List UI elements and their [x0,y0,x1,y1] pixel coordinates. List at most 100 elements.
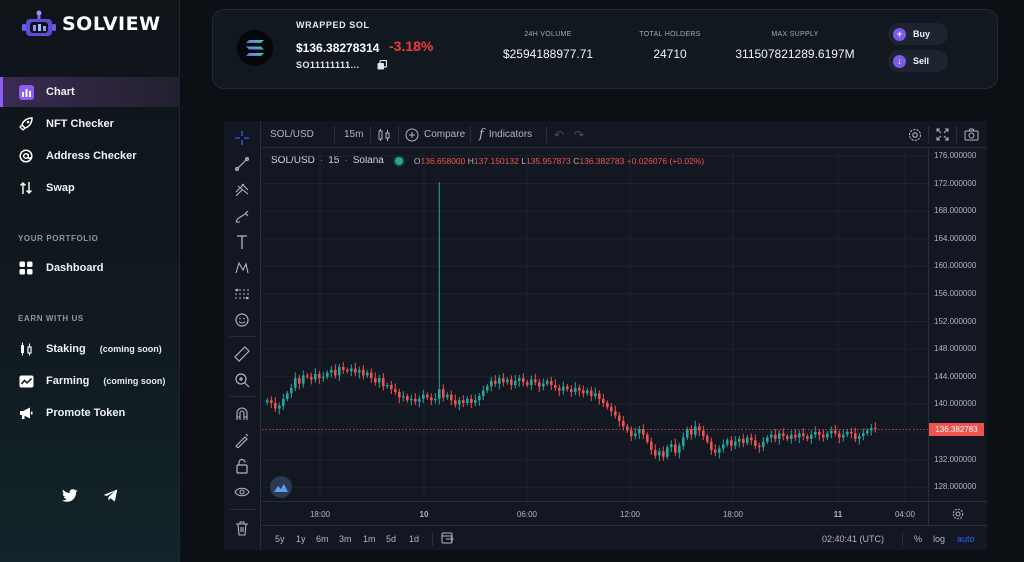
brush-icon[interactable] [233,207,251,225]
candle-body [766,437,769,442]
utc-clock[interactable]: 02:40:41 (UTC) [822,534,885,544]
token-change: -3.18% [389,38,434,54]
sidebar-item-promote-token[interactable]: Promote Token [0,398,179,428]
pitchfork-icon[interactable] [233,181,251,199]
stat-label: TOTAL HOLDERS [639,31,701,38]
candle-body [422,394,425,399]
candle-body [278,405,281,409]
candle-body [710,441,713,450]
axis-settings-icon[interactable] [928,501,987,525]
settings-gear-icon[interactable] [908,121,922,148]
trend-line-icon[interactable] [233,155,251,173]
sidebar-item-swap[interactable]: Swap [0,173,179,203]
sidebar-item-nft-checker[interactable]: NFT Checker [0,109,179,139]
eye-icon[interactable] [233,483,251,501]
magnet-icon[interactable] [233,405,251,423]
range-3m[interactable]: 3m [339,534,352,544]
crosshair-icon[interactable] [233,129,251,147]
range-1m[interactable]: 1m [363,534,376,544]
telegram-icon[interactable] [101,487,119,503]
candle-body [774,434,777,439]
range-1y[interactable]: 1y [296,534,306,544]
coming-soon-badge: (coming soon) [103,376,166,386]
chart-legend: SOL/USD · 15 · Solana O136.658000 H137.1… [271,155,704,166]
sidebar-item-chart[interactable]: Chart [0,77,179,107]
prediction-icon[interactable] [233,285,251,303]
symbol-search[interactable]: SOL/USD [270,121,314,148]
candle-body [754,440,757,446]
candle-body [634,433,637,437]
candle-body [614,411,617,416]
candles-style-icon[interactable] [377,121,391,148]
twitter-icon[interactable] [61,487,79,503]
time-tick-label: 18:00 [722,510,744,519]
brand-logo[interactable]: SOLVIEW [22,10,161,38]
candle-body [318,374,321,379]
candle-body [874,427,877,430]
candle-body [466,398,469,403]
lock-drawing-icon[interactable] [233,431,251,449]
candle-body [450,394,453,401]
ohlc-c-label: C [573,155,580,166]
text-tool-icon[interactable] [233,233,251,251]
percent-scale-toggle[interactable]: % [914,534,923,544]
ohlc-low: 135.957873 [525,155,571,166]
fullscreen-icon[interactable] [936,121,949,148]
token-price: $136.38278314 [296,41,380,55]
range-6m[interactable]: 6m [316,534,329,544]
toolbar-divider [398,126,399,143]
candle-body [698,426,701,431]
price-axis[interactable]: 176.000000 172.000000 168.000000 164.000000… [928,149,987,501]
trash-icon[interactable] [233,519,251,537]
candle-body [590,390,593,397]
emoji-icon[interactable] [233,311,251,329]
ohlc-o-label: O [413,155,421,166]
sidebar-item-farming[interactable]: Farming (coming soon) [0,366,179,396]
lock-icon[interactable] [233,457,251,475]
last-price-label: 136.382783 [929,422,984,436]
redo-icon[interactable]: ↷ [574,127,585,142]
candle-body [802,433,805,437]
sidebar-item-dashboard[interactable]: Dashboard [0,253,179,283]
price-tick-label: 132.000000 [934,454,977,464]
range-1d[interactable]: 1d [409,534,420,544]
candle-body [678,445,681,453]
indicators-label: Indicators [488,129,533,140]
compare-button[interactable]: Compare [405,121,465,148]
candle-body [630,430,633,437]
legend-exchange: Solana [352,155,384,166]
candle-body [706,436,709,442]
time-tick-label: 10 [419,510,429,519]
log-scale-toggle[interactable]: log [933,534,946,544]
candle-body [526,382,529,386]
legend-separator: · [344,155,348,166]
pattern-icon[interactable] [233,259,251,277]
time-axis[interactable]: 18:00 10 06:00 12:00 18:00 11 04:00 [262,501,928,525]
candle-body [662,451,665,457]
undo-icon[interactable]: ↶ [554,127,565,142]
sidebar-item-address-checker[interactable]: Address Checker [0,141,179,171]
candle-body [770,434,773,438]
indicators-button[interactable]: f Indicators [479,121,532,148]
robot-logo-icon [22,10,56,36]
candle-body [818,431,821,435]
sidebar-item-staking[interactable]: Staking (coming soon) [0,334,179,364]
buy-button[interactable]: + Buy [888,23,948,45]
candlestick-plot[interactable] [262,149,928,501]
sell-button[interactable]: ↓ Sell [888,50,948,72]
candle-body [518,378,521,381]
candle-body [794,434,797,438]
tradingview-logo-icon[interactable] [270,476,292,498]
auto-scale-toggle[interactable]: auto [957,534,975,544]
goto-date-icon[interactable] [441,531,454,546]
rocket-icon [18,116,34,132]
stat-value: $2594188977.71 [502,47,594,61]
zoom-in-icon[interactable] [233,371,251,389]
candle-body [538,382,541,387]
copy-icon[interactable] [377,60,387,70]
range-5y[interactable]: 5y [275,534,285,544]
range-5d[interactable]: 5d [386,534,397,544]
interval-selector[interactable]: 15m [344,121,363,148]
ruler-icon[interactable] [233,345,251,363]
camera-icon[interactable] [964,121,979,148]
